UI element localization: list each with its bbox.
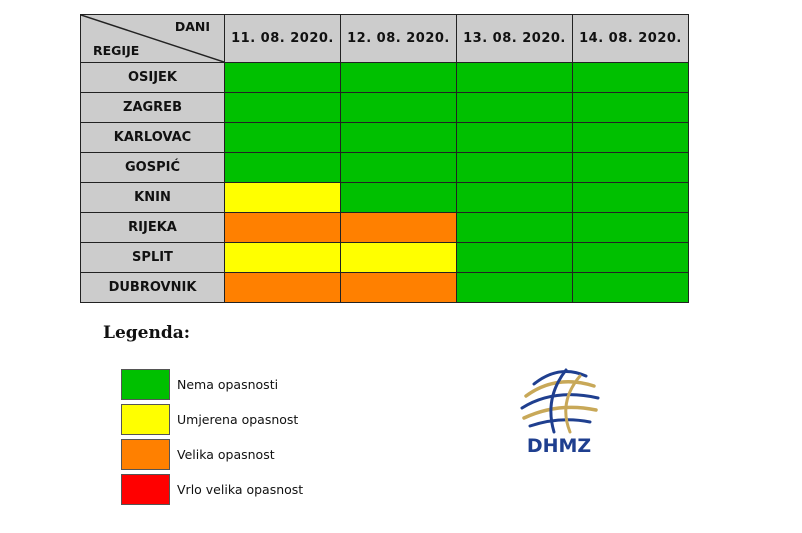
legend-swatch-none <box>121 369 170 400</box>
danger-cell <box>340 272 457 303</box>
danger-cell <box>456 152 573 183</box>
danger-cell <box>340 212 457 243</box>
danger-cell <box>340 122 457 153</box>
danger-cell <box>572 242 689 273</box>
danger-cell <box>456 122 573 153</box>
columns-label: DANI <box>174 19 210 34</box>
danger-cell <box>456 272 573 303</box>
date-header: 13. 08. 2020. <box>456 14 573 63</box>
table-row: RIJEKA <box>80 212 689 243</box>
danger-cell <box>224 212 341 243</box>
region-label: SPLIT <box>80 242 225 273</box>
legend-label-high: Velika opasnost <box>177 447 275 462</box>
danger-cell <box>572 122 689 153</box>
dhmz-globe-icon: DHMZ <box>520 368 600 457</box>
legend-label-none: Nema opasnosti <box>177 377 279 392</box>
danger-cell <box>340 152 457 183</box>
logo-text: DHMZ <box>527 435 591 457</box>
diagonal-divider <box>81 15 224 62</box>
date-header: 12. 08. 2020. <box>340 14 457 63</box>
danger-cell <box>572 62 689 93</box>
date-header: 14. 08. 2020. <box>572 14 689 63</box>
region-label: KARLOVAC <box>80 122 225 153</box>
danger-cell <box>224 182 341 213</box>
danger-cell <box>456 182 573 213</box>
danger-cell <box>456 92 573 123</box>
table-row: DUBROVNIK <box>80 272 689 303</box>
corner-header: DANI REGIJE <box>80 14 225 63</box>
danger-cell <box>224 92 341 123</box>
table-row: KARLOVAC <box>80 122 689 153</box>
danger-cell <box>456 62 573 93</box>
danger-cell <box>572 182 689 213</box>
danger-cell <box>224 122 341 153</box>
danger-cell <box>572 152 689 183</box>
legend-swatch-moderate <box>121 404 170 435</box>
date-header: 11. 08. 2020. <box>224 14 341 63</box>
rows-label: REGIJE <box>93 43 140 58</box>
danger-cell <box>224 62 341 93</box>
legend-title: Legenda: <box>103 323 191 343</box>
legend-label-very-high: Vrlo velika opasnost <box>177 482 304 497</box>
danger-cell <box>572 92 689 123</box>
danger-cell <box>340 242 457 273</box>
danger-cell <box>340 92 457 123</box>
danger-cell <box>224 272 341 303</box>
danger-cell <box>456 242 573 273</box>
dhmz-logo: DHMZ <box>514 362 604 462</box>
danger-cell <box>456 212 573 243</box>
table-row: ZAGREB <box>80 92 689 123</box>
danger-cell <box>572 272 689 303</box>
legend-swatch-high <box>121 439 170 470</box>
danger-cell <box>224 242 341 273</box>
region-label: KNIN <box>80 182 225 213</box>
header-row: DANI REGIJE 11. 08. 2020. 12. 08. 2020. … <box>80 14 689 63</box>
table-row: GOSPIĆ <box>80 152 689 183</box>
region-label: ZAGREB <box>80 92 225 123</box>
danger-cell <box>340 62 457 93</box>
legend-swatch-very-high <box>121 474 170 505</box>
danger-cell <box>224 152 341 183</box>
legend-label-moderate: Umjerena opasnost <box>177 412 299 427</box>
table-row: SPLIT <box>80 242 689 273</box>
region-label: OSIJEK <box>80 62 225 93</box>
danger-cell <box>340 182 457 213</box>
region-label: DUBROVNIK <box>80 272 225 303</box>
danger-cell <box>572 212 689 243</box>
region-label: GOSPIĆ <box>80 152 225 183</box>
fire-danger-table: DANI REGIJE 11. 08. 2020. 12. 08. 2020. … <box>80 14 689 303</box>
region-label: RIJEKA <box>80 212 225 243</box>
table-row: OSIJEK <box>80 62 689 93</box>
table-row: KNIN <box>80 182 689 213</box>
